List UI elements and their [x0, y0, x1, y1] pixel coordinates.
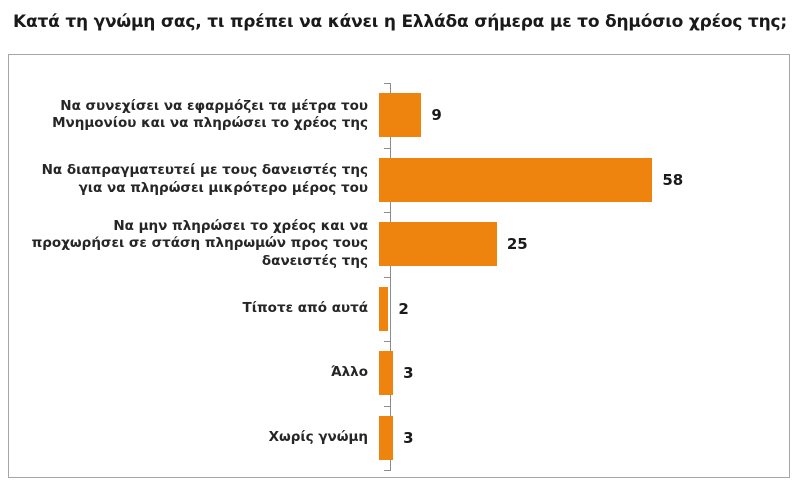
- category-label: Άλλο: [330, 364, 368, 381]
- value-label: 2: [398, 299, 409, 318]
- category-axis: [390, 83, 391, 470]
- category-label: Να διαπραγματευτεί με τους δανειστές της…: [41, 162, 368, 196]
- bar: [379, 286, 389, 331]
- category-label: Τίποτε από αυτά: [242, 299, 368, 316]
- bar-zone: 25: [379, 212, 756, 277]
- bar-zone: 2: [379, 277, 756, 342]
- axis-tick: [384, 470, 391, 471]
- value-label: 9: [431, 106, 442, 125]
- category-label: Να συνεχίσει να εφαρμόζει τα μέτρα του Μ…: [52, 97, 368, 132]
- chart-area: Να συνεχίσει να εφαρμόζει τα μέτρα του Μ…: [8, 54, 790, 478]
- bar: [379, 93, 422, 138]
- axis-tick: [384, 406, 391, 407]
- bar: [379, 157, 653, 202]
- plot-area: Να συνεχίσει να εφαρμόζει τα μέτρα του Μ…: [9, 83, 789, 471]
- bar-zone: 3: [379, 341, 756, 406]
- bar-row: Χωρίς γνώμη 3: [9, 406, 789, 471]
- bar-row: Να μην πληρώσει το χρέος και να προχωρήσ…: [9, 212, 789, 277]
- value-label: 3: [403, 428, 414, 447]
- bar-row: Άλλο 3: [9, 341, 789, 406]
- axis-tick: [384, 212, 391, 213]
- axis-tick: [384, 341, 391, 342]
- bar-zone: 3: [379, 406, 756, 471]
- axis-tick: [384, 83, 391, 84]
- bar-row: Τίποτε από αυτά 2: [9, 277, 789, 342]
- bar-row: Να διαπραγματευτεί με τους δανειστές της…: [9, 148, 789, 213]
- value-label: 58: [662, 170, 684, 189]
- bar-row: Να συνεχίσει να εφαρμόζει τα μέτρα του Μ…: [9, 83, 789, 148]
- bar: [379, 351, 394, 396]
- category-label: Χωρίς γνώμη: [268, 428, 368, 445]
- bar-rows: Να συνεχίσει να εφαρμόζει τα μέτρα του Μ…: [9, 83, 789, 470]
- axis-tick: [384, 148, 391, 149]
- bar: [379, 415, 394, 460]
- bar-zone: 58: [379, 148, 756, 213]
- category-label: Να μην πληρώσει το χρέος και να προχωρήσ…: [31, 217, 368, 270]
- bar: [379, 222, 497, 267]
- chart-title: Κατά τη γνώμη σας, τι πρέπει να κάνει η …: [13, 12, 787, 32]
- axis-tick: [384, 277, 391, 278]
- value-label: 3: [403, 364, 414, 383]
- bar-zone: 9: [379, 83, 756, 148]
- value-label: 25: [506, 235, 528, 254]
